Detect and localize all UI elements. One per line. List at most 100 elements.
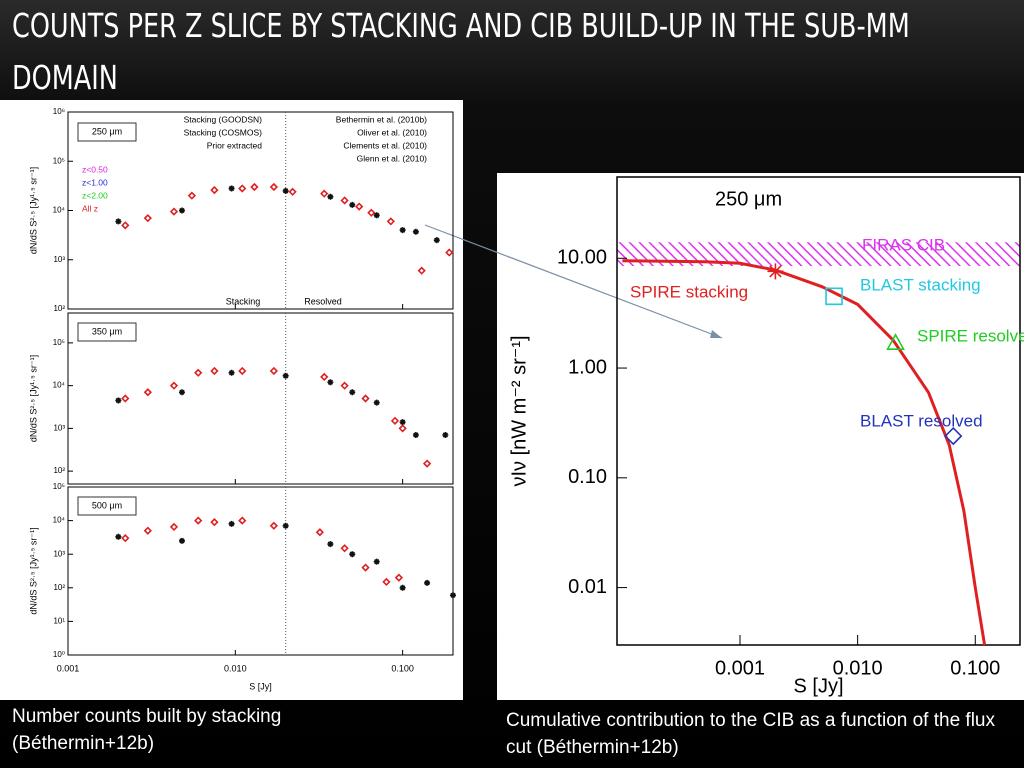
y-tick-label: 10⁴ bbox=[53, 516, 66, 525]
annotation: Resolved bbox=[304, 296, 342, 306]
marker bbox=[121, 394, 130, 403]
slide-title: COUNTS PER Z SLICE BY STACKING AND CIB B… bbox=[12, 6, 910, 97]
y-tick-label: 0.10 bbox=[568, 466, 607, 488]
marker bbox=[424, 579, 431, 586]
marker bbox=[361, 394, 370, 403]
marker bbox=[178, 207, 185, 214]
marker bbox=[399, 419, 406, 426]
y-tick-label: 10⁶ bbox=[53, 107, 65, 116]
marker bbox=[825, 287, 843, 306]
x-axis-label: S [Jy] bbox=[793, 675, 843, 697]
marker bbox=[450, 592, 456, 599]
marker bbox=[399, 584, 406, 591]
legend-entry: Oliver et al. (2010) bbox=[357, 127, 427, 137]
marker bbox=[250, 182, 259, 192]
marker bbox=[382, 577, 391, 587]
marker bbox=[412, 432, 419, 439]
marker bbox=[169, 207, 179, 216]
legend-entry: Stacking (GOODSN) bbox=[184, 114, 263, 124]
marker bbox=[361, 563, 370, 572]
marker bbox=[394, 573, 404, 582]
annotation: 500 μm bbox=[92, 500, 122, 510]
marker bbox=[143, 213, 152, 223]
marker bbox=[442, 432, 449, 439]
marker bbox=[143, 526, 152, 535]
y-tick-label: 10.00 bbox=[557, 247, 607, 269]
marker bbox=[238, 516, 247, 525]
series-label: SPIRE resolved bbox=[917, 326, 1024, 345]
curve bbox=[622, 259, 987, 646]
marker bbox=[115, 218, 122, 225]
marker bbox=[228, 185, 235, 192]
x-tick-label: 0.010 bbox=[833, 657, 883, 679]
marker bbox=[327, 379, 334, 386]
marker bbox=[355, 202, 364, 211]
marker bbox=[210, 518, 219, 527]
marker bbox=[327, 193, 334, 200]
caption: Number counts built by stacking (Bétherm… bbox=[12, 706, 282, 754]
marker bbox=[373, 558, 380, 565]
marker bbox=[349, 389, 356, 396]
marker bbox=[269, 182, 279, 192]
y-tick-label: 10² bbox=[53, 583, 65, 592]
marker bbox=[445, 248, 454, 257]
x-tick-label: 0.001 bbox=[57, 663, 80, 673]
marker bbox=[373, 212, 380, 219]
y-tick-label: 10⁵ bbox=[53, 156, 65, 165]
marker bbox=[315, 528, 324, 537]
x-tick-label: 0.001 bbox=[715, 657, 765, 679]
marker bbox=[228, 520, 235, 527]
marker bbox=[417, 266, 426, 275]
x-tick-label: 0.100 bbox=[391, 663, 414, 673]
series-label: All z bbox=[82, 203, 98, 213]
firas-band bbox=[617, 242, 1020, 267]
marker bbox=[320, 189, 329, 198]
wavelength-box bbox=[77, 322, 137, 342]
y-tick-label: 10³ bbox=[53, 423, 65, 432]
x-tick-label: 0.010 bbox=[224, 663, 247, 673]
x-axis-label: S [Jy] bbox=[249, 681, 272, 691]
annotation: 250 μm bbox=[92, 126, 122, 136]
marker bbox=[194, 368, 203, 377]
marker bbox=[386, 217, 395, 226]
y-tick-label: 10⁵ bbox=[53, 482, 65, 491]
marker bbox=[433, 237, 440, 244]
y-tick-label: 10⁴ bbox=[53, 381, 66, 390]
marker bbox=[422, 459, 432, 468]
marker bbox=[340, 381, 349, 390]
marker bbox=[269, 521, 279, 530]
marker bbox=[169, 381, 179, 390]
y-tick-label: 10³ bbox=[53, 549, 65, 558]
marker bbox=[187, 191, 197, 200]
z-label: z<2.00 bbox=[82, 190, 108, 200]
plot-frame bbox=[616, 176, 1021, 646]
marker bbox=[228, 369, 235, 376]
wavelength-box bbox=[77, 496, 137, 516]
series-label: Glenn et al. (2010) bbox=[357, 153, 428, 163]
marker bbox=[238, 366, 247, 376]
marker bbox=[340, 196, 349, 205]
arrow bbox=[424, 224, 723, 339]
marker bbox=[367, 208, 376, 217]
marker bbox=[178, 389, 185, 396]
y-tick-label: 10⁰ bbox=[53, 650, 65, 659]
marker bbox=[178, 537, 185, 544]
marker bbox=[121, 534, 130, 543]
caption: Cumulative contribution to the CIB as a … bbox=[506, 710, 995, 758]
marker bbox=[121, 221, 130, 230]
marker bbox=[282, 522, 289, 529]
arrow-head bbox=[710, 330, 722, 338]
marker bbox=[143, 388, 152, 397]
marker bbox=[944, 426, 963, 446]
legend-entry: Bethermin et al. (2010b) bbox=[336, 114, 427, 124]
legend-entry: Clements et al. (2010) bbox=[343, 140, 427, 150]
marker bbox=[210, 366, 219, 376]
marker bbox=[390, 416, 400, 425]
plot-frame bbox=[67, 486, 454, 656]
y-axis-label: νIν [nW m⁻² sr⁻¹] bbox=[508, 335, 530, 486]
marker bbox=[115, 533, 122, 540]
marker bbox=[349, 201, 356, 208]
annotation: Stacking bbox=[226, 296, 261, 306]
series-label: BLAST resolved bbox=[860, 411, 983, 430]
